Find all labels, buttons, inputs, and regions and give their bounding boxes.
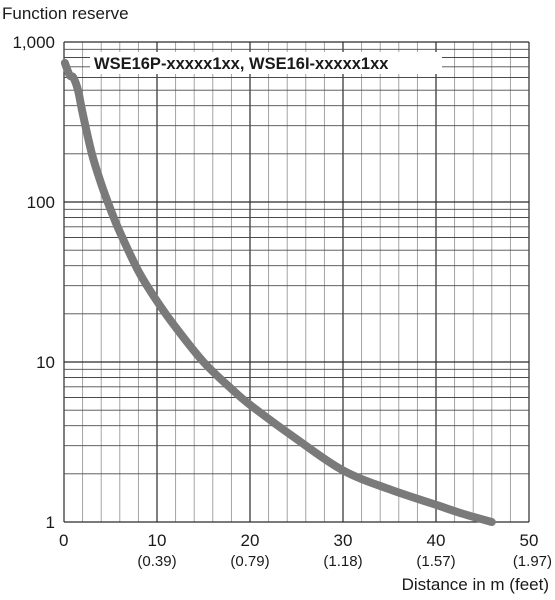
series-line [60, 58, 496, 526]
grid [63, 41, 530, 523]
x-tick-label: 10 [148, 531, 167, 550]
y-tick-label: 100 [27, 193, 55, 212]
y-tick-label: 1 [46, 513, 55, 532]
x-tick-sublabel: (1.97) [513, 553, 552, 570]
x-tick-label: 20 [241, 531, 260, 550]
legend-label: WSE16P-xxxxx1xx, WSE16I-xxxxx1xx [94, 55, 389, 73]
x-tick-sublabel: (1.57) [416, 553, 455, 570]
x-tick-label: 50 [520, 531, 539, 550]
tick-labels: 1 10 100 1,000 0 10 (0.39) 20 (0.79) 30 (1.18) 40 (1… [12, 33, 552, 570]
x-tick-label: 30 [334, 531, 353, 550]
legend: WSE16P-xxxxx1xx, WSE16I-xxxxx1xx [90, 52, 442, 74]
x-tick-label: 40 [427, 531, 446, 550]
y-axis-title: Function reserve [2, 4, 129, 23]
x-axis-title: Distance in m (feet) [402, 575, 549, 594]
x-tick-sublabel: (0.79) [230, 553, 269, 570]
y-tick-label: 1,000 [12, 33, 55, 52]
x-tick-sublabel: (1.18) [323, 553, 362, 570]
x-tick-sublabel: (0.39) [137, 553, 176, 570]
series-layer [60, 58, 496, 526]
legend-background [90, 52, 442, 74]
x-tick-label: 0 [59, 531, 68, 550]
y-tick-label: 10 [36, 353, 55, 372]
